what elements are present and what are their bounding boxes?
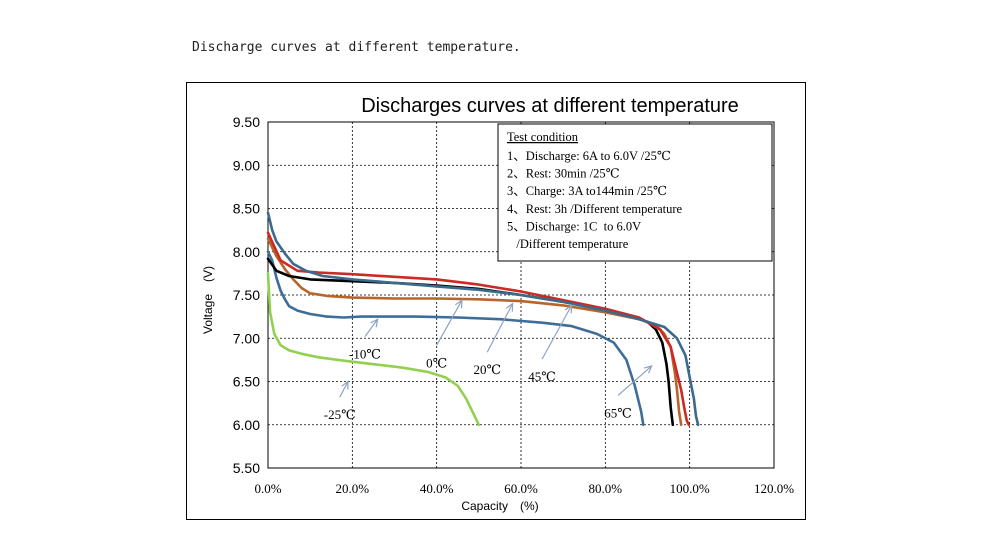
annotation-arrow xyxy=(436,299,463,346)
legend-box xyxy=(497,123,773,262)
series-line xyxy=(266,231,691,427)
annotation-arrow xyxy=(339,381,349,398)
y-tick-label: 7.00 xyxy=(233,330,260,346)
annotation-arrowhead xyxy=(455,298,463,309)
x-tick-label: 80.0% xyxy=(589,481,623,496)
chart-title: Discharges curves at different temperatu… xyxy=(361,95,739,117)
y-tick-label: 8.50 xyxy=(233,201,260,217)
annotation-arrowhead xyxy=(564,304,573,314)
x-tick-label: 120.0% xyxy=(754,481,794,496)
annotation-label: 65℃ xyxy=(604,405,632,420)
annotation-label: 0℃ xyxy=(426,355,447,370)
x-axis-label: Capacity (%) xyxy=(461,499,538,513)
series-line xyxy=(266,211,700,427)
annotations: -10℃ 0℃ 20℃ 45℃ 65℃ -25℃ xyxy=(324,298,653,422)
annotation-arrow xyxy=(541,305,573,360)
x-tick-label: 0.0% xyxy=(254,481,281,496)
annotation-arrow xyxy=(364,318,379,337)
annotation-label: -10℃ xyxy=(349,347,381,362)
x-tick-label: 20.0% xyxy=(336,481,370,496)
legend-title: Test condition xyxy=(507,130,579,144)
test-condition-box: Test condition 1、Discharge: 6A to 6.0V /2… xyxy=(497,123,773,262)
series-line xyxy=(266,250,645,427)
legend-line: 5、Discharge: 1C to 6.0V xyxy=(507,219,641,233)
x-tick-label: 60.0% xyxy=(504,481,538,496)
axes: 5.50 6.00 6.50 7.00 7.50 8.00 8.50 9.00 9.50 0.0%… xyxy=(233,114,794,496)
series-group xyxy=(266,211,700,427)
legend-line: 2、Rest: 30min /25℃ xyxy=(507,167,620,181)
annotation-arrowhead xyxy=(370,318,379,328)
y-tick-label: 6.00 xyxy=(233,417,260,433)
y-tick-label: 6.50 xyxy=(233,374,260,390)
legend-line: 3、Charge: 3A to144min /25℃ xyxy=(507,184,667,198)
y-tick-label: 8.00 xyxy=(233,244,260,260)
y-tick-label: 7.50 xyxy=(233,287,260,303)
x-tick-label: 40.0% xyxy=(420,481,454,496)
y-axis-label: Voltage (V) xyxy=(201,266,215,334)
y-tick-label: 9.00 xyxy=(233,157,260,173)
legend-line: 4、Rest: 3h /Different temperature xyxy=(507,202,683,216)
legend-line: 1、Discharge: 6A to 6.0V /25℃ xyxy=(507,149,671,163)
legend-line: /Different temperature xyxy=(507,237,629,251)
annotation-arrowhead xyxy=(643,365,653,374)
annotation-arrowhead xyxy=(341,380,349,390)
annotation-arrow xyxy=(617,365,653,396)
x-tick-label: 100.0% xyxy=(670,481,710,496)
series-line xyxy=(266,272,481,427)
page-caption: Discharge curves at different temperatur… xyxy=(192,40,521,55)
annotation-label: 45℃ xyxy=(528,369,556,384)
y-tick-label: 5.50 xyxy=(233,460,260,476)
y-tick-label: 9.50 xyxy=(233,114,260,130)
annotation-arrow xyxy=(486,303,514,353)
annotation-arrowhead xyxy=(505,302,514,312)
annotation-label: -25℃ xyxy=(324,407,356,422)
annotation-label: 20℃ xyxy=(473,362,501,377)
